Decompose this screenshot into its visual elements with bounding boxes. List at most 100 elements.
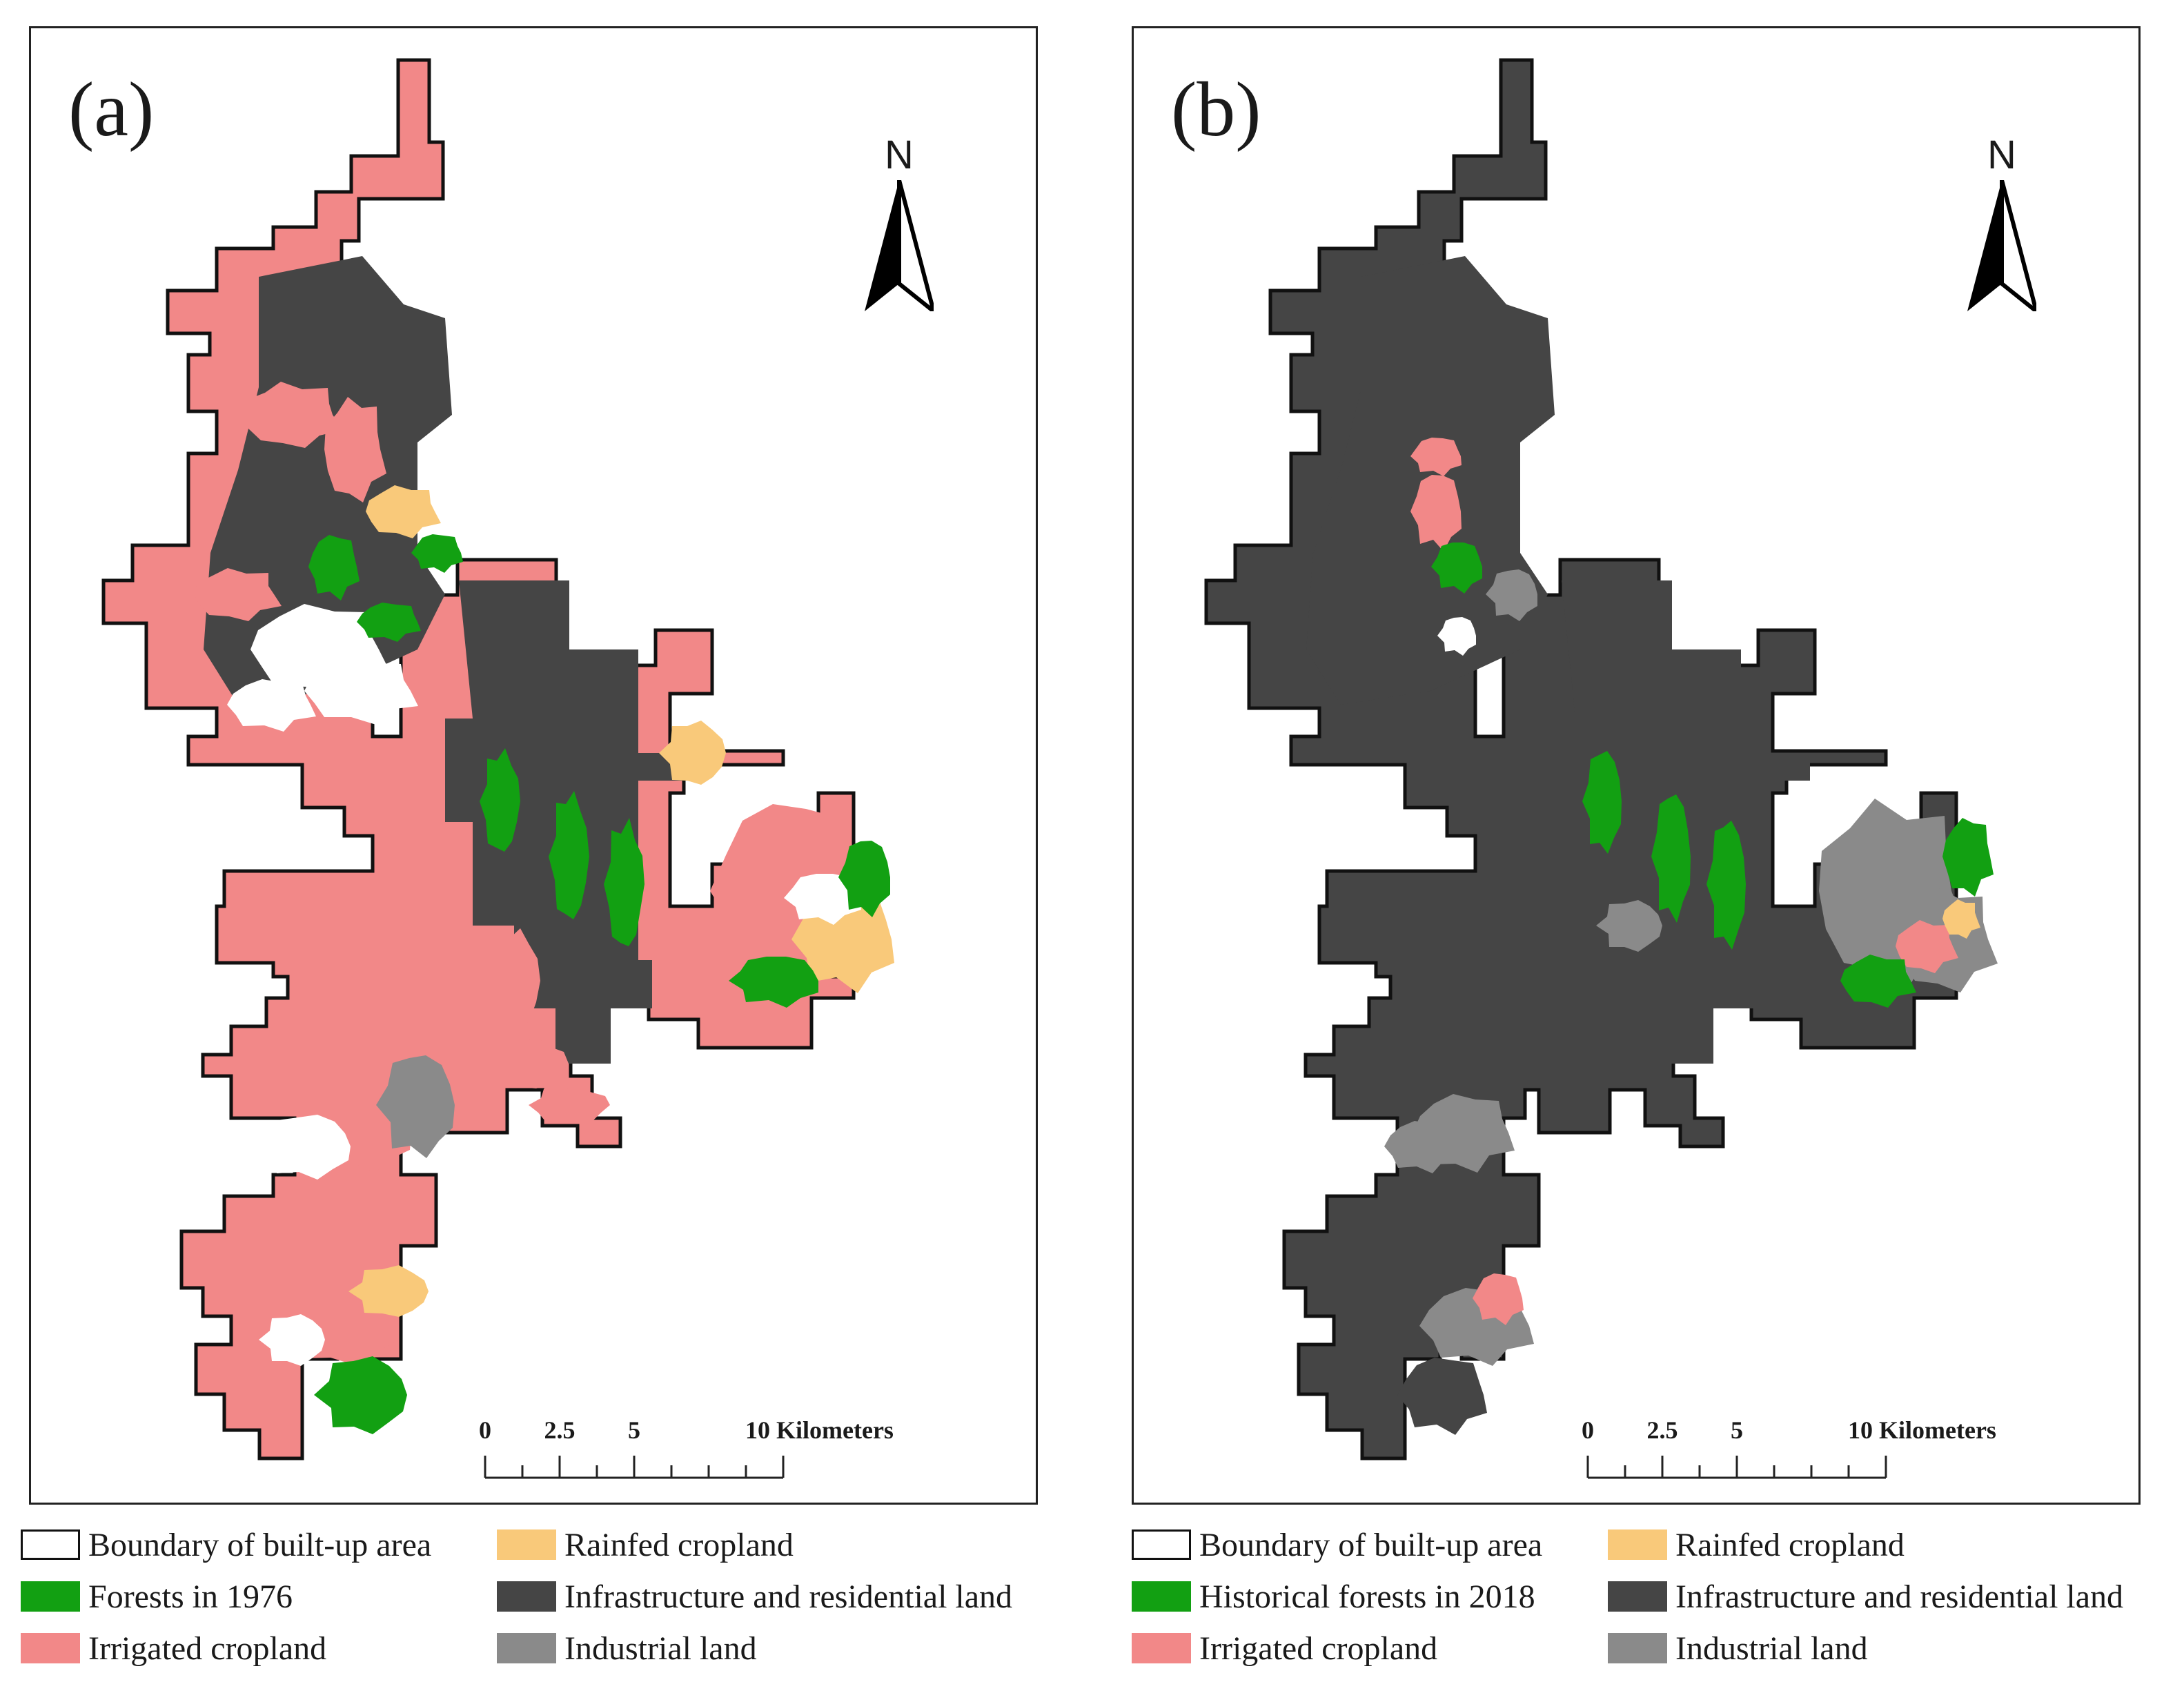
legend-item-irrigated: Irrigated cropland [21,1629,326,1668]
legend-item-infrastructure: Infrastructure and residential land [497,1577,1012,1616]
land-use-patch [1596,900,1662,952]
land-use-patch [259,1115,351,1180]
legend-label: Historical forests in 2018 [1199,1578,1535,1615]
land-use-patch [729,957,818,1008]
land-use-patch [304,658,418,725]
map-panel-a: (a) N 0 2.5 5 10 Kilometers [29,26,1038,1505]
legend-item-industrial: Industrial land [497,1629,757,1668]
legend-item-industrial: Industrial land [1608,1629,1868,1668]
scale-bar-line [1586,1456,1887,1479]
land-use-map-2018 [1204,58,1998,1460]
scale-tick-2-5: 2.5 [1646,1416,1678,1444]
legend-label: Irrigated cropland [88,1630,327,1667]
land-use-patch [1384,1121,1461,1173]
land-use-patch [1397,1358,1487,1435]
land-use-patch [1437,617,1476,656]
legend-label: Forests in 1976 [88,1578,293,1615]
land-use-patch [604,818,645,946]
scale-bar: 0 2.5 5 10 Kilometers [479,1416,894,1505]
land-use-patch [1651,794,1691,923]
map-panel-b: (b) N 0 2.5 5 10 Kilometers [1132,26,2141,1505]
legend-swatch [1608,1581,1667,1612]
legend-label: Boundary of built-up area [88,1526,432,1563]
legend-swatch [497,1581,556,1612]
land-use-patch [194,568,282,621]
land-use-patch [1706,821,1746,950]
panel-label: (b) [1171,67,1261,153]
legend-b: Boundary of built-up area Rainfed cropla… [1132,1525,2184,1677]
land-use-patch [308,535,360,600]
legend-item-rainfed: Rainfed cropland [1608,1525,1905,1564]
legend-swatch [1132,1581,1191,1612]
north-arrow-icon [865,180,934,311]
land-use-patch [1942,818,1994,897]
land-use-patch [784,874,861,925]
land-use-patch [1486,569,1537,621]
land-use-patch [376,1055,455,1158]
scale-tick-0: 0 [1582,1416,1594,1444]
land-use-patch [259,1314,325,1366]
land-use-patch [1942,899,1980,939]
legend-item-forests: Historical forests in 2018 [1132,1577,1535,1616]
north-arrow: N [865,132,947,311]
legend-swatch [1132,1633,1191,1663]
land-use-patch [1410,438,1462,476]
legend-swatch [21,1633,80,1663]
legend-swatch [21,1581,80,1612]
north-arrow: N [1967,132,2050,311]
legend-item-boundary: Boundary of built-up area [1132,1525,1542,1564]
legend-item-rainfed: Rainfed cropland [497,1525,794,1564]
land-use-patch [366,485,441,538]
land-use-patch [357,603,421,642]
legend-item-irrigated: Irrigated cropland [1132,1629,1437,1668]
legend-swatch [497,1633,556,1663]
land-use-patch [838,841,890,917]
north-label: N [1987,133,2016,177]
legend-swatch [1132,1529,1191,1560]
scale-bar: 0 2.5 5 10 Kilometers [1582,1416,1996,1505]
land-use-patch [487,1037,569,1088]
legend-label: Infrastructure and residential land [1675,1578,2124,1615]
legend-label: Irrigated cropland [1199,1630,1438,1667]
north-label: N [885,133,914,177]
land-use-patch [549,791,589,919]
legend-label: Infrastructure and residential land [564,1578,1013,1615]
legend-label: Industrial land [564,1630,757,1667]
legend-label: Industrial land [1675,1630,1868,1667]
legend-a: Boundary of built-up area Rainfed cropla… [21,1525,1083,1677]
legend-swatch [1608,1633,1667,1663]
land-use-patch [1840,955,1916,1008]
land-use-patch [1473,1273,1524,1325]
legend-swatch [21,1529,80,1560]
legend-label: Rainfed cropland [1675,1526,1905,1563]
legend-item-boundary: Boundary of built-up area [21,1525,431,1564]
land-use-map-1976 [101,58,894,1460]
legend-label: Boundary of built-up area [1199,1526,1543,1563]
land-use-patch [1582,751,1622,854]
panel-label: (a) [68,67,155,153]
land-use-patch [1431,543,1482,594]
land-use-patch [348,1265,429,1317]
scale-tick-0: 0 [479,1416,491,1444]
land-use-patch [314,1356,407,1434]
legend-swatch [497,1529,556,1560]
scale-tick-5: 5 [1731,1416,1743,1444]
land-use-patch [227,679,316,732]
land-use-patch [411,534,463,573]
legend-item-infrastructure: Infrastructure and residential land [1608,1577,2123,1616]
scale-bar-line [484,1456,785,1479]
scale-tick-10-km: 10 Kilometers [1848,1416,1996,1444]
land-use-patch [486,928,540,1032]
land-use-patch [324,397,386,502]
scale-tick-5: 5 [628,1416,640,1444]
land-use-patch [480,748,520,852]
land-use-patch [1410,475,1462,551]
land-use-patch [659,721,726,785]
land-use-patch [1896,920,1958,973]
legend-swatch [1608,1529,1667,1560]
north-arrow-icon [1967,180,2036,311]
land-use-patch [529,1085,610,1123]
scale-tick-2-5: 2.5 [544,1416,575,1444]
legend-item-forests: Forests in 1976 [21,1577,293,1616]
scale-tick-10-km: 10 Kilometers [745,1416,894,1444]
